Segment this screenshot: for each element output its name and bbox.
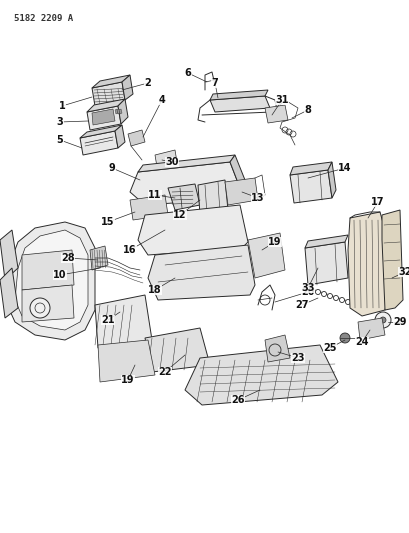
Circle shape bbox=[30, 298, 50, 318]
Text: 24: 24 bbox=[354, 337, 368, 347]
Polygon shape bbox=[92, 82, 125, 106]
Text: 28: 28 bbox=[61, 253, 74, 263]
Text: 3: 3 bbox=[56, 117, 63, 127]
Polygon shape bbox=[247, 233, 284, 278]
Polygon shape bbox=[138, 205, 247, 255]
Polygon shape bbox=[117, 109, 120, 114]
Polygon shape bbox=[198, 180, 227, 215]
Polygon shape bbox=[184, 345, 337, 405]
Polygon shape bbox=[87, 99, 125, 112]
Polygon shape bbox=[357, 318, 384, 340]
Polygon shape bbox=[128, 130, 145, 146]
Text: 5182 2209 A: 5182 2209 A bbox=[14, 14, 73, 23]
Text: 7: 7 bbox=[211, 78, 218, 88]
Text: 4: 4 bbox=[158, 95, 165, 105]
Polygon shape bbox=[145, 328, 209, 372]
Polygon shape bbox=[115, 125, 125, 148]
Polygon shape bbox=[115, 109, 118, 114]
Polygon shape bbox=[0, 230, 18, 280]
Polygon shape bbox=[95, 295, 152, 348]
Text: 27: 27 bbox=[294, 300, 308, 310]
Polygon shape bbox=[122, 75, 133, 100]
Circle shape bbox=[339, 333, 349, 343]
Polygon shape bbox=[80, 131, 118, 155]
Text: 16: 16 bbox=[123, 245, 137, 255]
Polygon shape bbox=[119, 109, 122, 114]
Polygon shape bbox=[87, 106, 121, 130]
Text: 9: 9 bbox=[108, 163, 115, 173]
Text: 22: 22 bbox=[158, 367, 171, 377]
Polygon shape bbox=[138, 155, 234, 172]
Polygon shape bbox=[22, 250, 74, 290]
Polygon shape bbox=[209, 90, 267, 100]
Text: 8: 8 bbox=[304, 105, 311, 115]
Polygon shape bbox=[229, 155, 245, 188]
Polygon shape bbox=[98, 340, 155, 382]
Circle shape bbox=[379, 317, 385, 323]
Polygon shape bbox=[155, 150, 177, 167]
Polygon shape bbox=[130, 195, 168, 220]
Text: 2: 2 bbox=[144, 78, 151, 88]
Text: 5: 5 bbox=[56, 135, 63, 145]
Polygon shape bbox=[304, 242, 347, 285]
Polygon shape bbox=[0, 268, 18, 318]
Circle shape bbox=[374, 312, 390, 328]
Text: 12: 12 bbox=[173, 210, 186, 220]
Text: 25: 25 bbox=[322, 343, 336, 353]
Text: 6: 6 bbox=[184, 68, 191, 78]
Polygon shape bbox=[264, 105, 287, 123]
Polygon shape bbox=[289, 170, 331, 203]
Text: 11: 11 bbox=[148, 190, 162, 200]
Text: 19: 19 bbox=[121, 375, 135, 385]
Text: 18: 18 bbox=[148, 285, 162, 295]
Polygon shape bbox=[92, 75, 130, 88]
Polygon shape bbox=[381, 210, 402, 310]
Text: 21: 21 bbox=[101, 315, 115, 325]
Text: 15: 15 bbox=[101, 217, 115, 227]
Text: 30: 30 bbox=[165, 157, 178, 167]
Polygon shape bbox=[304, 235, 347, 248]
Polygon shape bbox=[5, 222, 95, 340]
Polygon shape bbox=[22, 285, 74, 322]
Polygon shape bbox=[225, 178, 257, 205]
Text: 26: 26 bbox=[231, 395, 244, 405]
Polygon shape bbox=[264, 335, 289, 362]
Text: 10: 10 bbox=[53, 270, 67, 280]
Polygon shape bbox=[15, 230, 88, 330]
Polygon shape bbox=[327, 162, 335, 198]
Polygon shape bbox=[209, 96, 270, 112]
Polygon shape bbox=[289, 162, 331, 175]
Polygon shape bbox=[130, 162, 239, 205]
Polygon shape bbox=[347, 212, 387, 316]
Polygon shape bbox=[80, 125, 122, 138]
Text: 17: 17 bbox=[370, 197, 384, 207]
Polygon shape bbox=[92, 109, 115, 125]
Text: 23: 23 bbox=[290, 353, 304, 363]
Polygon shape bbox=[90, 246, 108, 270]
Polygon shape bbox=[118, 99, 128, 124]
Polygon shape bbox=[168, 184, 200, 210]
Polygon shape bbox=[148, 245, 254, 300]
Text: 32: 32 bbox=[397, 267, 409, 277]
Text: 13: 13 bbox=[251, 193, 264, 203]
Text: 20: 20 bbox=[301, 287, 314, 297]
Text: 1: 1 bbox=[58, 101, 65, 111]
Text: 29: 29 bbox=[392, 317, 406, 327]
Text: 31: 31 bbox=[274, 95, 288, 105]
Text: 33: 33 bbox=[301, 283, 314, 293]
Text: 19: 19 bbox=[267, 237, 281, 247]
Text: 14: 14 bbox=[337, 163, 351, 173]
